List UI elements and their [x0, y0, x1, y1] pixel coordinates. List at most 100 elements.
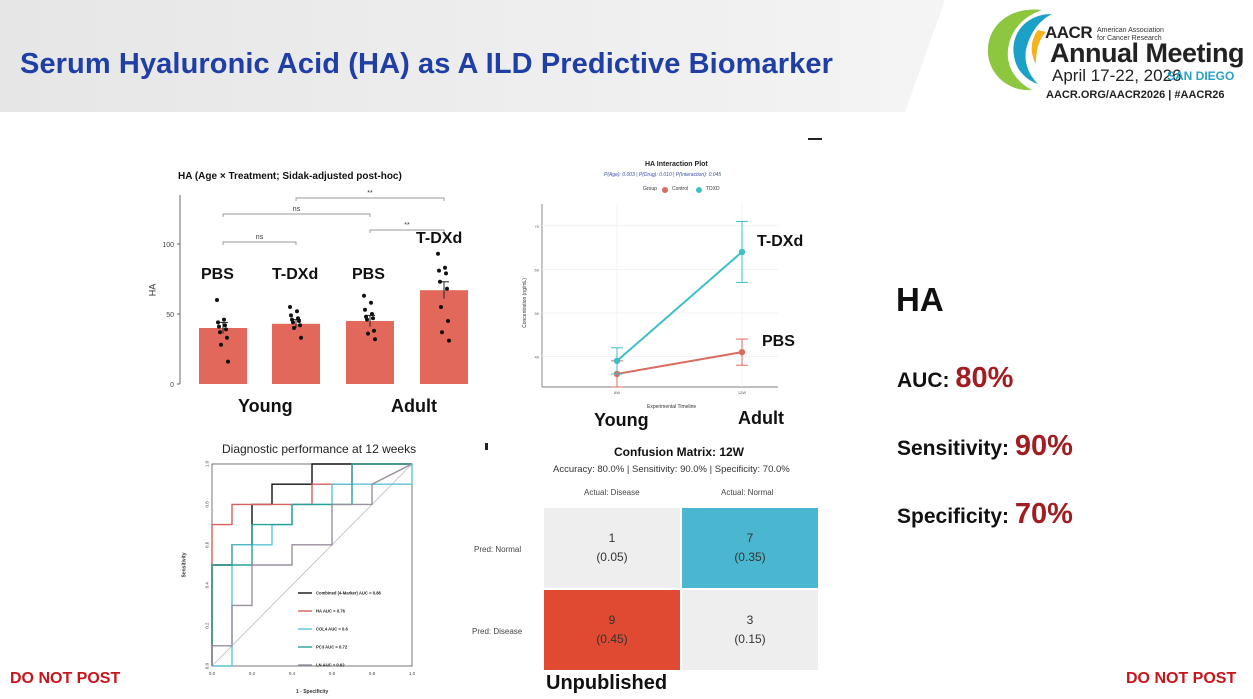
bar-point: [225, 335, 229, 340]
bar-point: [444, 271, 448, 276]
bar-point: [443, 265, 447, 270]
bar-y-tick-label: 100: [162, 242, 174, 249]
interaction-subtitle: P(Age): 0.003 | P(Drug): 0.010 | P(Inter…: [604, 172, 722, 178]
bar-point: [438, 279, 442, 284]
int-y-tick-label: 50: [535, 311, 540, 316]
aacr-org-name: American Association for Cancer Research: [1097, 27, 1164, 42]
sidebar-heading: HA: [896, 281, 944, 318]
cm-cell-proportion: (0.45): [596, 632, 628, 646]
bar: [346, 321, 394, 384]
interaction-group-adult: Adult: [738, 408, 784, 428]
bar-point: [288, 305, 292, 309]
logo-area: [905, 0, 1253, 112]
cm-cell-proportion: (0.05): [596, 550, 628, 564]
significance-bracket: [295, 197, 445, 201]
bar-point: [372, 328, 376, 333]
bar-point: [373, 337, 377, 342]
bar-point: [439, 305, 443, 309]
bar-point: [370, 312, 374, 316]
bar-panel-title: HA (Age × Treatment; Sidak-adjusted post…: [178, 171, 402, 182]
roc-chart: 0.0 0.0 0.2 0.2 0.4 0.4 0.6 0.6 0.8 0.8 1.0 1.0 Comb…: [205, 460, 416, 676]
bar-chart: 0 50 100 ns ns ** **: [162, 190, 468, 389]
meeting-dates: April 17-22, 2026: [1052, 66, 1182, 85]
roc-y-tick-label: 0.2: [205, 622, 210, 629]
roc-y-tick-label: 0.8: [205, 501, 210, 508]
int-x-tick-label: 12W: [738, 390, 746, 395]
int-point: [738, 248, 746, 256]
bar-point: [292, 326, 296, 330]
roc-legend-label: COL4 AUC = 0.6: [316, 627, 349, 632]
cm-cell-proportion: (0.35): [734, 550, 766, 564]
bar-point: [217, 324, 221, 329]
bar-point: [289, 313, 293, 318]
bar-point: [216, 320, 220, 325]
bar: [199, 328, 247, 384]
roc-curve: [211, 463, 412, 666]
bar-point: [369, 300, 373, 305]
cm-cell-count: 7: [746, 531, 754, 545]
bar-point: [447, 338, 451, 343]
roc-y-tick-label: 1.0: [205, 460, 210, 467]
bar-point: [445, 286, 449, 291]
bar-point: [291, 320, 295, 325]
bar-y-tick-label: 50: [166, 312, 174, 319]
sidebar-specificity: Specificity: 70%: [897, 498, 1073, 531]
interaction-legend-control: Control: [672, 186, 689, 192]
bar-point: [222, 317, 226, 322]
bar-point: [362, 293, 366, 298]
interaction-label-tdxd: T-DXd: [757, 233, 804, 250]
significance-bracket: [222, 241, 297, 245]
bar-point: [297, 319, 301, 323]
roc-legend-label: Combined (4-Marker) AUC = 0.86: [316, 591, 382, 596]
int-x-tick-label: 6W: [614, 390, 620, 395]
roc-panel: [178, 438, 430, 696]
cm-col-disease: Actual: Disease: [584, 488, 640, 497]
int-y-tick-label: 70: [535, 224, 540, 229]
significance-label: **: [404, 222, 410, 229]
int-series-line: [616, 251, 743, 362]
int-series-line: [616, 351, 743, 375]
bar: [420, 290, 468, 384]
slide-title: Serum Hyaluronic Acid (HA) as A ILD Pred…: [20, 48, 833, 80]
do-not-post-left: DO NOT POST: [10, 670, 121, 687]
sensitivity-label: Sensitivity:: [897, 437, 1015, 460]
legend-control-swatch: [662, 187, 668, 193]
cm-cell-count: 1: [608, 531, 616, 545]
stray-mark: [485, 443, 488, 450]
roc-y-tick-label: 0.4: [205, 582, 210, 589]
interaction-panel: [520, 150, 820, 412]
cm-cell-disease-normal: 3 (0.15): [682, 590, 818, 670]
divider-mark: [808, 138, 822, 140]
bar-point: [298, 323, 302, 328]
cm-cell-normal-normal: 7 (0.35): [682, 508, 818, 588]
roc-y-tick-label: 0.6: [205, 541, 210, 548]
interaction-xlabel: Experimental Timeline: [647, 404, 697, 410]
bar-point: [371, 316, 375, 321]
bar-point: [366, 331, 370, 336]
bar: [272, 323, 320, 384]
roc-legend-label: PC3 AUC = 0.72: [316, 645, 348, 650]
interaction-legend-title: Group: [643, 186, 657, 192]
bar-group-adult: Adult: [391, 396, 437, 416]
bar-point: [299, 335, 303, 340]
meeting-name: Annual Meeting: [1050, 38, 1245, 68]
bar-point: [219, 342, 223, 347]
bar-point: [224, 327, 228, 332]
sensitivity-value: 90%: [1014, 430, 1073, 462]
bar-label-pbs-adult: PBS: [352, 266, 385, 283]
specificity-value: 70%: [1014, 498, 1073, 530]
roc-xlabel: 1 - Specificity: [296, 689, 329, 695]
roc-diagonal: [211, 463, 413, 667]
int-y-tick-label: 60: [535, 267, 540, 272]
roc-legend-label: HA AUC = 0.76: [316, 609, 346, 614]
roc-legend-label: LN AUC = 0.62: [316, 663, 345, 668]
auc-label: AUC:: [897, 369, 956, 392]
roc-x-tick-label: 0.8: [369, 671, 376, 676]
sidebar-sensitivity: Sensitivity: 90%: [897, 430, 1073, 463]
interaction-label-pbs: PBS: [762, 333, 795, 350]
significance-label: ns: [256, 234, 264, 241]
cm-col-normal: Actual: Normal: [721, 488, 774, 497]
bar-point: [295, 309, 299, 314]
roc-title: Diagnostic performance at 12 weeks: [222, 442, 417, 456]
aacr-swoosh-logo: [987, 9, 1052, 91]
